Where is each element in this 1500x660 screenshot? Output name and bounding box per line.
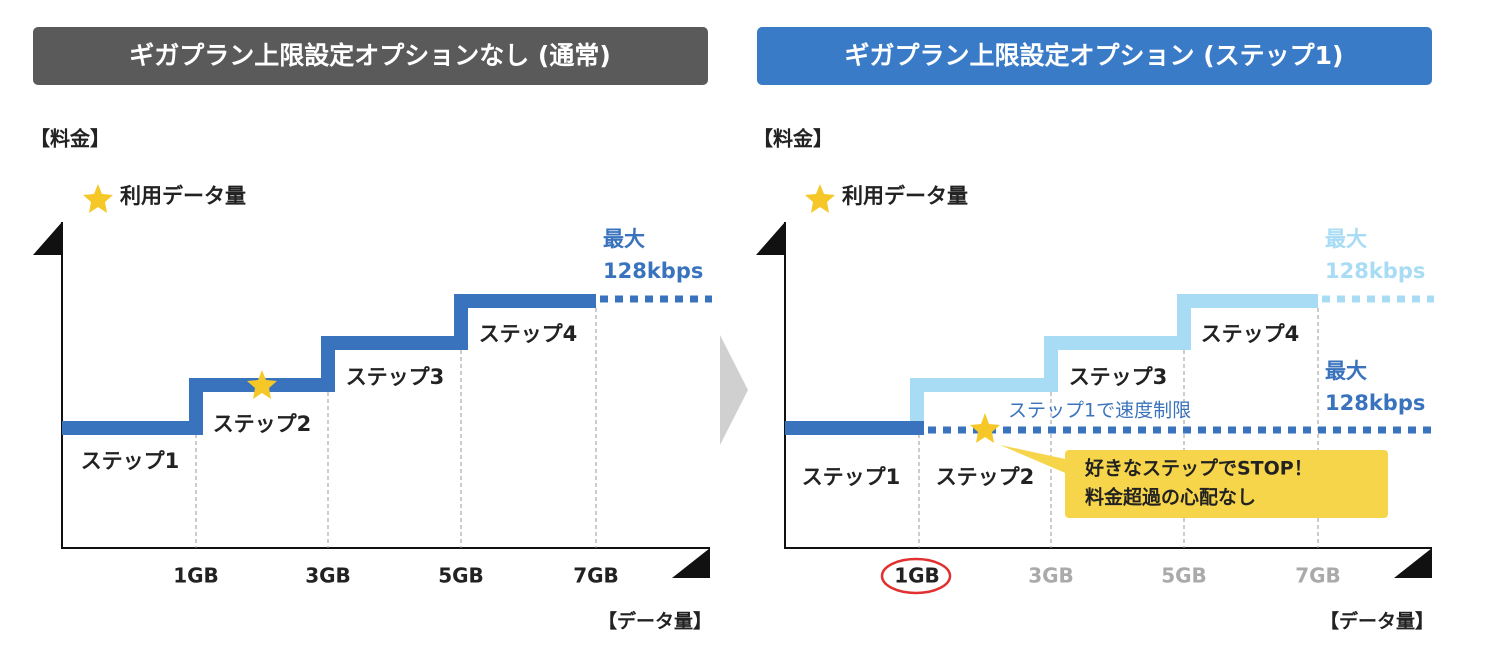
x-tick-label: 3GB — [305, 564, 351, 588]
panel-normal: ギガプラン上限設定オプションなし (通常) 【料金】 利用データ量 ステップ1 … — [30, 27, 712, 633]
x-tick-label: 5GB — [1161, 564, 1207, 588]
x-tick-label: 3GB — [1028, 564, 1074, 588]
star-icon — [805, 184, 835, 213]
axis-arrow — [756, 222, 785, 255]
callout-line: 好きなステップでSTOP！ — [1084, 457, 1313, 480]
max-speed: 128kbps — [1325, 391, 1425, 415]
step-label: ステップ1 — [81, 449, 180, 473]
star-icon — [247, 370, 277, 399]
step-line — [62, 294, 596, 435]
callout-box — [1065, 450, 1388, 518]
step-label: ステップ1 — [802, 465, 901, 489]
x-tick-label: 7GB — [573, 564, 619, 588]
step-line-faded — [910, 294, 1318, 428]
callout-line: 料金超過の心配なし — [1085, 486, 1256, 509]
header-bar — [33, 27, 708, 85]
axis-arrow — [33, 222, 62, 255]
panel-option: ギガプラン上限設定オプション (ステップ1) 【料金】 利用データ量 ステップ1… — [753, 27, 1434, 633]
axis-arrow — [672, 548, 710, 578]
step-label: ステップ3 — [346, 365, 445, 389]
x-label: 【データ量】 — [598, 610, 712, 633]
header: ギガプラン上限設定オプションなし (通常) — [129, 41, 611, 70]
header: ギガプラン上限設定オプション (ステップ1) — [845, 41, 1344, 70]
arrow-chevron — [720, 335, 748, 445]
max-label: 最大 — [1325, 359, 1367, 383]
star-icon — [970, 413, 1000, 443]
step-label: ステップ4 — [1201, 322, 1300, 346]
step-label: ステップ3 — [1069, 365, 1168, 389]
x-label: 【データ量】 — [1320, 610, 1434, 633]
step-label: ステップ2 — [936, 465, 1035, 489]
y-label: 【料金】 — [30, 127, 110, 151]
legend: 利用データ量 — [842, 184, 968, 208]
step-label: ステップ2 — [213, 412, 312, 436]
limit-note: ステップ1で速度制限 — [1008, 400, 1191, 422]
axis-arrow — [1394, 548, 1432, 578]
max-speed: 128kbps — [603, 259, 703, 283]
dividers — [195, 308, 597, 548]
x-tick-label: 7GB — [1295, 564, 1341, 588]
highlight-circle — [880, 557, 952, 595]
y-label: 【料金】 — [753, 127, 833, 151]
x-tick-label: 1GB — [894, 564, 940, 588]
x-tick-label: 1GB — [173, 564, 219, 588]
legend: 利用データ量 — [120, 184, 246, 208]
x-tick-label: 5GB — [438, 564, 484, 588]
star-icon — [83, 184, 113, 213]
header-bar — [757, 27, 1432, 85]
max-speed: 128kbps — [1325, 259, 1425, 283]
callout-pointer — [1000, 445, 1070, 475]
max-label: 最大 — [1325, 227, 1367, 251]
max-label: 最大 — [603, 227, 645, 251]
step-label: ステップ4 — [479, 322, 578, 346]
